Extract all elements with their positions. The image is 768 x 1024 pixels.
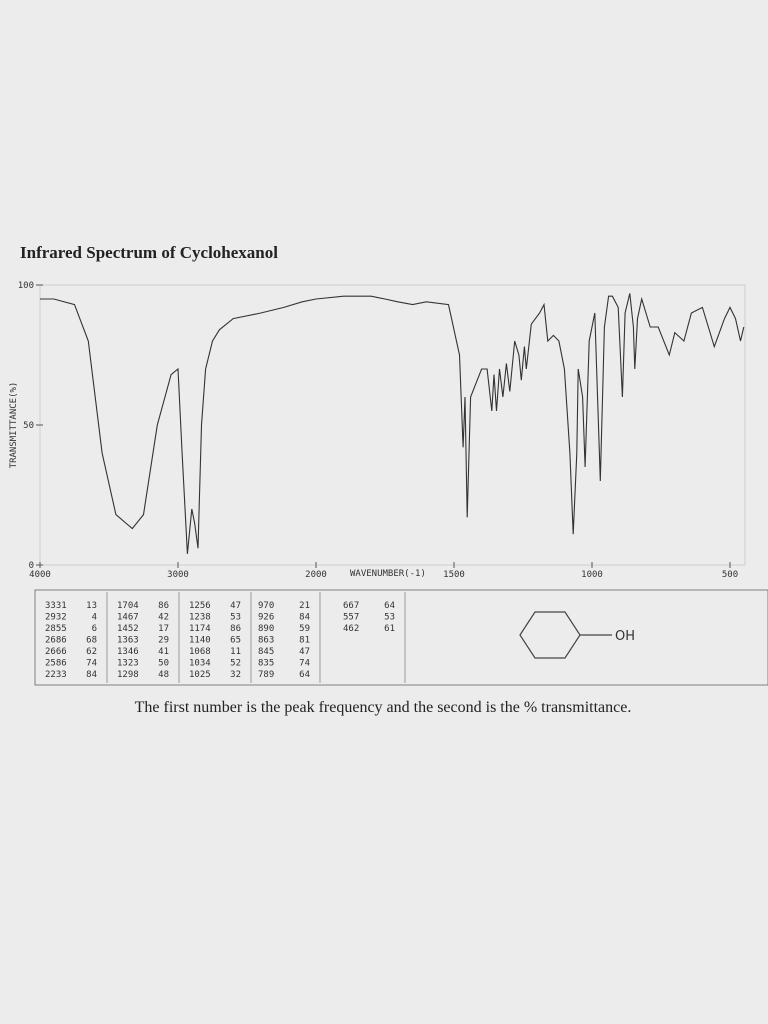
peak-transmittance: 42 xyxy=(158,613,169,623)
peak-frequency: 557 xyxy=(343,613,359,623)
x-tick-label: 2000 xyxy=(305,570,327,580)
y-tick-label: 0 xyxy=(29,561,34,571)
peak-frequency: 1467 xyxy=(117,613,139,623)
peak-frequency: 1256 xyxy=(189,601,211,611)
peak-frequency: 926 xyxy=(258,613,274,623)
peak-frequency: 1025 xyxy=(189,670,211,680)
x-tick-label: 1500 xyxy=(443,570,465,580)
peak-transmittance: 4 xyxy=(92,613,97,623)
peak-transmittance: 29 xyxy=(158,636,169,646)
peak-frequency: 1174 xyxy=(189,624,211,634)
peak-transmittance: 47 xyxy=(230,601,241,611)
peak-frequency: 2855 xyxy=(45,624,67,634)
peak-transmittance: 50 xyxy=(158,659,169,669)
peak-transmittance: 47 xyxy=(299,647,310,657)
peak-transmittance: 65 xyxy=(230,636,241,646)
peak-frequency: 2686 xyxy=(45,636,67,646)
peak-transmittance: 32 xyxy=(230,670,241,680)
peak-frequency: 2932 xyxy=(45,613,67,623)
peak-transmittance: 6 xyxy=(92,624,97,634)
chart-title: Infrared Spectrum of Cyclohexanol xyxy=(20,243,278,262)
peak-transmittance: 41 xyxy=(158,647,169,657)
peak-frequency: 1346 xyxy=(117,647,139,657)
peak-transmittance: 64 xyxy=(384,601,395,611)
peak-transmittance: 21 xyxy=(299,601,310,611)
peak-transmittance: 74 xyxy=(86,659,97,669)
peak-frequency: 1238 xyxy=(189,613,211,623)
peak-frequency: 835 xyxy=(258,659,274,669)
peak-transmittance: 11 xyxy=(230,647,241,657)
peak-frequency: 1363 xyxy=(117,636,139,646)
peak-transmittance: 74 xyxy=(299,659,310,669)
peak-frequency: 3331 xyxy=(45,601,67,611)
peak-frequency: 1704 xyxy=(117,601,139,611)
peak-transmittance: 53 xyxy=(230,613,241,623)
x-tick-label: 1000 xyxy=(581,570,603,580)
peak-frequency: 1452 xyxy=(117,624,139,634)
peak-transmittance: 48 xyxy=(158,670,169,680)
table-frame xyxy=(34,589,768,686)
y-tick-label: 50 xyxy=(23,421,34,431)
peak-transmittance: 84 xyxy=(86,670,97,680)
peak-frequency: 2586 xyxy=(45,659,67,669)
peak-transmittance: 62 xyxy=(86,647,97,657)
peak-transmittance: 86 xyxy=(230,624,241,634)
spectrum-line xyxy=(40,293,745,554)
x-tick-label: 500 xyxy=(722,570,738,580)
caption: The first number is the peak frequency a… xyxy=(135,699,632,716)
peak-transmittance: 17 xyxy=(158,624,169,634)
peak-transmittance: 53 xyxy=(384,613,395,623)
x-tick-label: 3000 xyxy=(167,570,189,580)
peak-frequency: 1068 xyxy=(189,647,211,657)
y-tick-label: 100 xyxy=(18,281,34,291)
peak-frequency: 2666 xyxy=(45,647,67,657)
peak-frequency: 789 xyxy=(258,670,274,680)
peak-frequency: 1140 xyxy=(189,636,211,646)
peak-frequency: 1323 xyxy=(117,659,139,669)
peak-transmittance: 52 xyxy=(230,659,241,669)
peak-transmittance: 84 xyxy=(299,613,310,623)
x-tick-label: 4000 xyxy=(29,570,51,580)
y-axis-label: TRANSMITTANCE(%) xyxy=(9,382,19,469)
peak-transmittance: 64 xyxy=(299,670,310,680)
peak-frequency: 890 xyxy=(258,624,274,634)
peak-frequency: 970 xyxy=(258,601,274,611)
peak-transmittance: 86 xyxy=(158,601,169,611)
peak-frequency: 1034 xyxy=(189,659,211,669)
peak-transmittance: 68 xyxy=(86,636,97,646)
peak-frequency: 845 xyxy=(258,647,274,657)
peak-frequency: 667 xyxy=(343,601,359,611)
peak-transmittance: 81 xyxy=(299,636,310,646)
peak-frequency: 863 xyxy=(258,636,274,646)
peak-frequency: 462 xyxy=(343,624,359,634)
peak-frequency: 2233 xyxy=(45,670,67,680)
peak-transmittance: 61 xyxy=(384,624,395,634)
x-axis-label: WAVENUMBER(-1) xyxy=(350,569,426,579)
peak-frequency: 1298 xyxy=(117,670,139,680)
peak-transmittance: 59 xyxy=(299,624,310,634)
peak-transmittance: 13 xyxy=(86,601,97,611)
molecule-label: OH xyxy=(615,629,635,644)
